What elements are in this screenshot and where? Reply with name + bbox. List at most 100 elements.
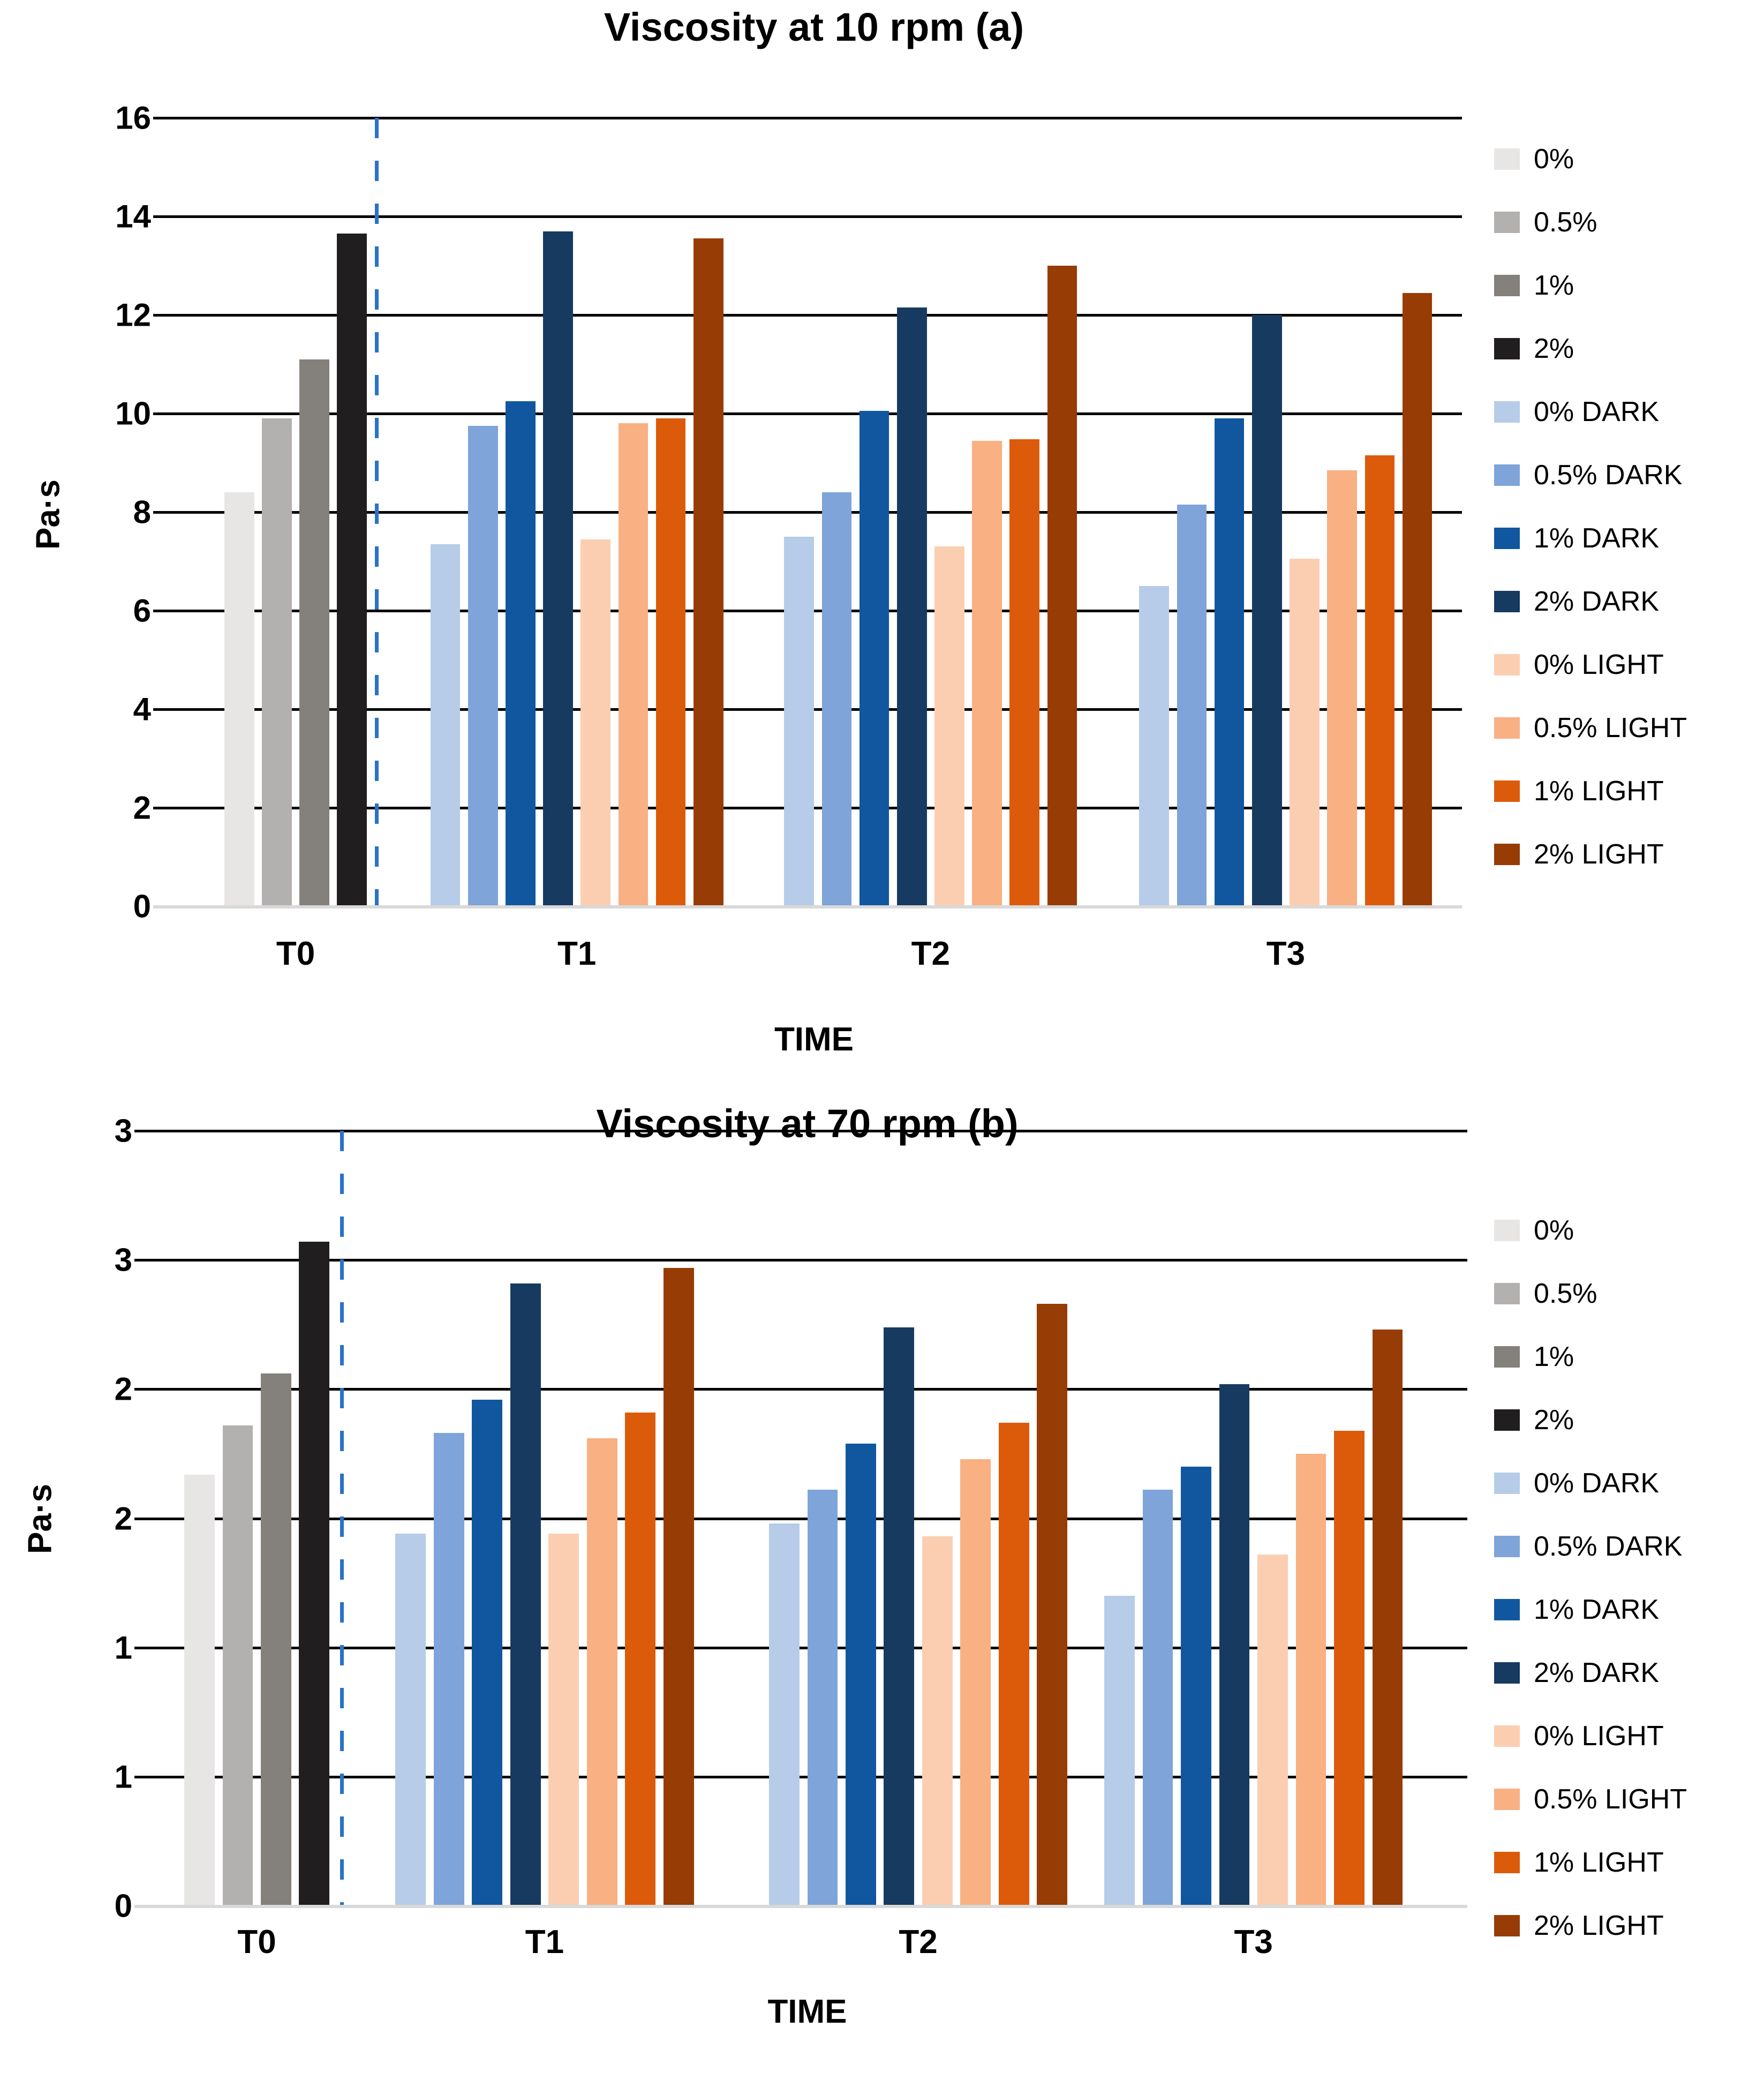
legend-swatch [1494, 591, 1520, 612]
legend-label: 2% [1534, 1405, 1574, 1436]
bar [510, 1283, 541, 1906]
bar [472, 1399, 503, 1906]
bar [395, 1534, 426, 1906]
bar [1327, 470, 1357, 906]
y-axis-tick-label: 1 [114, 1630, 132, 1666]
bar [896, 307, 927, 906]
y-axis-tick-label: 2 [114, 1371, 132, 1407]
chart-title: Viscosity at 10 rpm (a) [604, 5, 1024, 49]
legend-item: 0.5% [1494, 191, 1687, 254]
legend-label: 1% DARK [1534, 523, 1660, 554]
bar [262, 418, 292, 906]
bar [468, 426, 498, 906]
y-axis-tick-labels: 3 3 2 2 1 1 0 [0, 1113, 132, 1924]
gridline [153, 511, 1462, 514]
legend-item: 2% LIGHT [1494, 1894, 1687, 1957]
legend-item: 0.5% LIGHT [1494, 1768, 1687, 1831]
bar [1139, 586, 1170, 906]
y-axis-tick-label: 10 [115, 395, 151, 432]
legend-swatch [1494, 212, 1520, 233]
legend-label: 0% [1534, 1215, 1574, 1246]
legend-swatch [1494, 1852, 1520, 1873]
legend-item: 2% DARK [1494, 570, 1687, 633]
legend-label: 0.5% [1534, 207, 1597, 238]
chart-title: Viscosity at 70 rpm (b) [596, 1101, 1019, 1146]
bar [1290, 559, 1320, 906]
legend-swatch [1494, 148, 1520, 170]
bar [1372, 1330, 1403, 1906]
legend-label: 0% DARK [1534, 396, 1660, 427]
bar [260, 1373, 291, 1906]
legend-swatch [1494, 401, 1520, 423]
legend: 0% 0.5% 1% 2% 0% DARK 0.5% DARK 1% DARK 2% DARK… [1494, 1199, 1687, 1957]
bar [1365, 455, 1395, 906]
legend-item: 0% LIGHT [1494, 633, 1687, 696]
legend-label: 0.5% LIGHT [1534, 1784, 1687, 1815]
bar [184, 1474, 215, 1906]
bar [693, 238, 723, 906]
bar [1142, 1490, 1173, 1906]
legend-item: 0.5% DARK [1494, 1515, 1687, 1578]
bar [845, 1443, 876, 1906]
legend-label: 0.5% DARK [1534, 460, 1683, 491]
bar [430, 544, 461, 906]
legend-label: 1% DARK [1534, 1594, 1660, 1625]
bar [586, 1438, 617, 1906]
bar [433, 1433, 464, 1906]
y-axis-tick-label: 1 [114, 1759, 132, 1795]
legend-label: 1% [1534, 1341, 1574, 1372]
bar [625, 1412, 656, 1906]
legend-item: 2% [1494, 317, 1687, 380]
bar [1037, 1304, 1068, 1906]
legend-swatch [1494, 1599, 1520, 1620]
legend-label: 0% [1534, 144, 1574, 175]
category-label: T3 [1266, 935, 1306, 972]
legend-swatch [1494, 1473, 1520, 1494]
category-label: T0 [237, 1924, 276, 1961]
legend-item: 0% [1494, 1199, 1687, 1262]
legend-label: 2% DARK [1534, 586, 1660, 617]
bar [299, 1242, 330, 1906]
y-axis-tick-label: 3 [114, 1242, 132, 1278]
bar [1177, 505, 1207, 906]
chart-panel-a: Viscosity at 10 rpm (a) Pa·s 16 14 12 10 8 6 4… [0, 0, 1764, 1058]
bar [663, 1267, 694, 1906]
bar [1257, 1555, 1288, 1906]
bar [655, 418, 686, 906]
bar [1295, 1453, 1326, 1906]
legend-label: 2% LIGHT [1534, 839, 1664, 870]
legend-swatch [1494, 844, 1520, 865]
plot-area [153, 117, 1462, 908]
y-axis-tick-label: 8 [133, 494, 151, 530]
legend-swatch [1494, 275, 1520, 296]
bar [972, 440, 1002, 906]
legend-swatch [1494, 528, 1520, 549]
gridline [153, 412, 1462, 415]
legend-item: 0% DARK [1494, 1452, 1687, 1515]
legend-label: 0.5% LIGHT [1534, 712, 1687, 744]
bar [1252, 315, 1282, 906]
legend-item: 0.5% LIGHT [1494, 696, 1687, 760]
gridline [153, 117, 1462, 119]
legend-swatch [1494, 717, 1520, 739]
bar [1047, 266, 1077, 906]
legend-swatch [1494, 1915, 1520, 1936]
x-axis-title: TIME [774, 1021, 854, 1058]
legend: 0% 0.5% 1% 2% 0% DARK 0.5% DARK 1% DARK 2% DARK… [1494, 127, 1687, 886]
y-axis-tick-labels: 16 14 12 10 8 6 4 2 0 [0, 100, 151, 925]
bar [222, 1425, 253, 1906]
x-axis-baseline [134, 1905, 1467, 1908]
bar [998, 1423, 1029, 1906]
bar [1219, 1384, 1250, 1906]
bar [884, 1327, 915, 1906]
y-axis-tick-label: 2 [114, 1500, 132, 1536]
bar [618, 423, 649, 906]
gridline [153, 314, 1462, 317]
legend-item: 0% [1494, 127, 1687, 191]
category-label: T2 [899, 1924, 938, 1961]
legend-swatch [1494, 464, 1520, 486]
legend-swatch [1494, 338, 1520, 359]
legend-item: 2% LIGHT [1494, 823, 1687, 886]
legend-item: 0% DARK [1494, 380, 1687, 444]
